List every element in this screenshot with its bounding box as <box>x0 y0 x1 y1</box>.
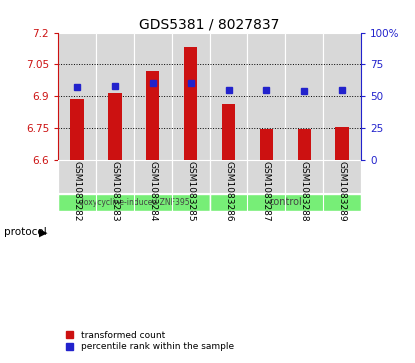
Bar <box>58 194 210 211</box>
Text: GSM1083288: GSM1083288 <box>300 161 309 221</box>
Text: GSM1083283: GSM1083283 <box>110 161 120 221</box>
Bar <box>298 129 311 160</box>
Text: GSM1083286: GSM1083286 <box>224 161 233 221</box>
Bar <box>335 127 349 160</box>
Bar <box>210 33 247 160</box>
Text: GSM1083285: GSM1083285 <box>186 161 195 221</box>
Bar <box>323 33 361 160</box>
Text: ▶: ▶ <box>39 227 48 237</box>
Bar <box>146 71 159 160</box>
Bar <box>323 160 361 193</box>
Bar <box>96 33 134 160</box>
Bar <box>172 33 210 160</box>
Bar <box>210 160 247 193</box>
Text: control: control <box>269 197 302 207</box>
Bar <box>172 160 210 193</box>
Text: doxycycline-induced ZNF395: doxycycline-induced ZNF395 <box>78 198 189 207</box>
Text: GSM1083289: GSM1083289 <box>338 161 347 221</box>
Bar <box>96 160 134 193</box>
Bar <box>108 93 122 160</box>
Bar <box>247 33 285 160</box>
Bar <box>286 160 323 193</box>
Bar <box>58 160 96 193</box>
Bar <box>210 194 361 211</box>
Bar <box>260 129 273 160</box>
Bar <box>222 103 235 160</box>
Bar <box>58 33 96 160</box>
Bar <box>134 160 172 193</box>
Bar <box>71 99 84 160</box>
Bar <box>134 33 172 160</box>
Bar <box>184 48 197 160</box>
Text: GSM1083282: GSM1083282 <box>73 161 81 221</box>
Text: GSM1083284: GSM1083284 <box>148 161 157 221</box>
Title: GDS5381 / 8027837: GDS5381 / 8027837 <box>139 17 280 32</box>
Bar <box>247 160 285 193</box>
Bar <box>286 33 323 160</box>
Text: GSM1083287: GSM1083287 <box>262 161 271 221</box>
Text: protocol: protocol <box>4 227 47 237</box>
Legend: transformed count, percentile rank within the sample: transformed count, percentile rank withi… <box>63 327 237 355</box>
